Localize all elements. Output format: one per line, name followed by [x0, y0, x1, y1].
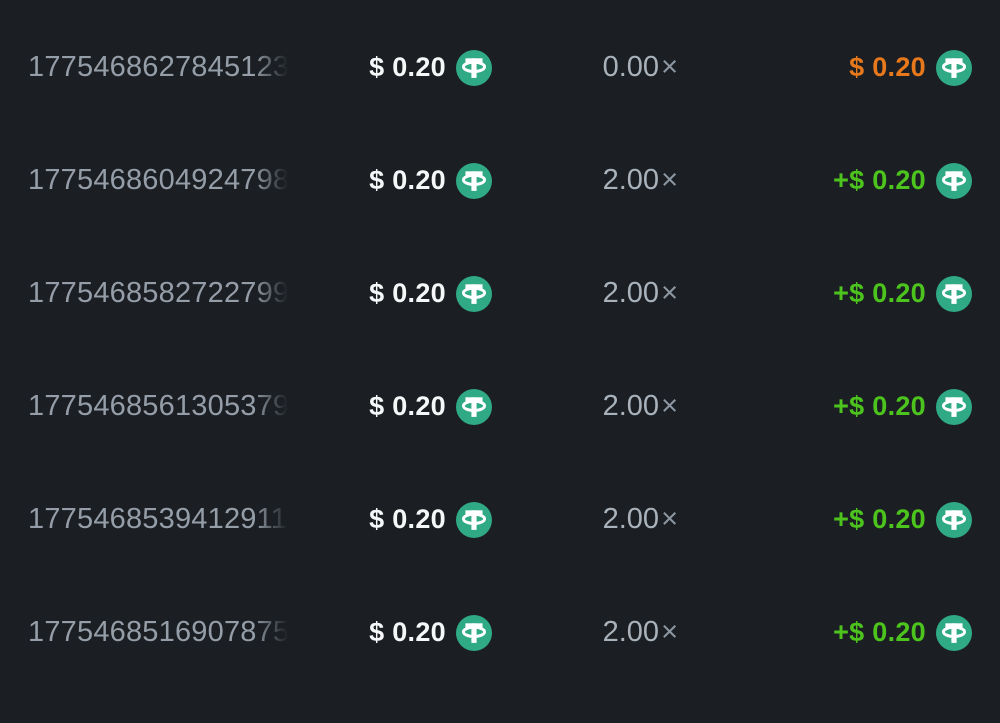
multiplier-value: 2.00 — [602, 277, 660, 309]
bet-history-row[interactable]: 17754686278451238 $ 0.20 0.00 × $ 0.20 — [0, 11, 1000, 124]
bet-amount-cell: $ 0.20 — [292, 50, 492, 86]
bet-amount: $ 0.20 — [369, 617, 446, 647]
multiplier-suffix: × — [661, 164, 678, 196]
tether-icon — [936, 389, 972, 425]
tether-icon — [936, 615, 972, 651]
bet-amount-cell: $ 0.20 — [292, 502, 492, 538]
bet-id: 17754685613053793 — [28, 390, 292, 422]
payout-amount: +$ 0.20 — [833, 278, 926, 308]
tether-icon — [456, 502, 492, 538]
payout-amount: $ 0.20 — [849, 52, 926, 82]
tether-icon — [456, 50, 492, 86]
multiplier-suffix: × — [661, 503, 678, 535]
bet-history-row[interactable]: 17754685827227993 $ 0.20 2.00 × +$ 0.20 — [0, 237, 1000, 350]
payout-amount: +$ 0.20 — [833, 391, 926, 421]
payout-amount: +$ 0.20 — [833, 165, 926, 195]
bet-payout-cell: +$ 0.20 — [678, 163, 972, 199]
bet-amount-cell: $ 0.20 — [292, 163, 492, 199]
bet-history-row[interactable]: 1775468604924798 $ 0.20 2.00 × +$ 0.20 — [0, 124, 1000, 237]
bet-payout-cell: +$ 0.20 — [678, 615, 972, 651]
multiplier-value: 0.00 — [602, 51, 660, 83]
multiplier-value: 2.00 — [602, 503, 660, 535]
bet-id: 1775468604924798 — [28, 164, 290, 196]
tether-icon — [936, 502, 972, 538]
bet-amount: $ 0.20 — [369, 52, 446, 82]
tether-icon — [456, 163, 492, 199]
bet-amount: $ 0.20 — [369, 504, 446, 534]
bet-amount: $ 0.20 — [369, 278, 446, 308]
multiplier-suffix: × — [661, 616, 678, 648]
multiplier-value: 2.00 — [602, 616, 660, 648]
tether-icon — [456, 615, 492, 651]
payout-amount: +$ 0.20 — [833, 504, 926, 534]
bet-amount: $ 0.20 — [369, 391, 446, 421]
bet-multiplier: 2.00 × — [492, 503, 678, 536]
tether-icon — [456, 389, 492, 425]
tether-icon — [936, 50, 972, 86]
bet-multiplier: 0.00 × — [492, 51, 678, 84]
bet-id: 17754685394129116 — [28, 503, 292, 535]
bet-history-row[interactable]: 17754685169078756 $ 0.20 2.00 × +$ 0.20 — [0, 576, 1000, 689]
tether-icon — [456, 276, 492, 312]
tether-icon — [936, 276, 972, 312]
bet-payout-cell: $ 0.20 — [678, 50, 972, 86]
bet-payout-cell: +$ 0.20 — [678, 389, 972, 425]
tether-icon — [936, 163, 972, 199]
bet-amount: $ 0.20 — [369, 165, 446, 195]
bet-amount-cell: $ 0.20 — [292, 389, 492, 425]
multiplier-suffix: × — [661, 390, 678, 422]
bet-history-table: 17754686278451238 $ 0.20 0.00 × $ 0.20 17… — [0, 0, 1000, 689]
bet-payout-cell: +$ 0.20 — [678, 276, 972, 312]
bet-amount-cell: $ 0.20 — [292, 276, 492, 312]
multiplier-suffix: × — [661, 277, 678, 309]
bet-payout-cell: +$ 0.20 — [678, 502, 972, 538]
multiplier-suffix: × — [661, 51, 678, 83]
bet-id: 17754686278451238 — [28, 51, 292, 83]
bet-id: 17754685827227993 — [28, 277, 292, 309]
bet-multiplier: 2.00 × — [492, 390, 678, 423]
bet-history-row[interactable]: 17754685613053793 $ 0.20 2.00 × +$ 0.20 — [0, 350, 1000, 463]
bet-amount-cell: $ 0.20 — [292, 615, 492, 651]
payout-amount: +$ 0.20 — [833, 617, 926, 647]
bet-multiplier: 2.00 × — [492, 164, 678, 197]
bet-id: 17754685169078756 — [28, 616, 292, 648]
bet-history-row[interactable]: 17754685394129116 $ 0.20 2.00 × +$ 0.20 — [0, 463, 1000, 576]
multiplier-value: 2.00 — [602, 390, 660, 422]
bet-multiplier: 2.00 × — [492, 616, 678, 649]
bet-multiplier: 2.00 × — [492, 277, 678, 310]
multiplier-value: 2.00 — [602, 164, 660, 196]
